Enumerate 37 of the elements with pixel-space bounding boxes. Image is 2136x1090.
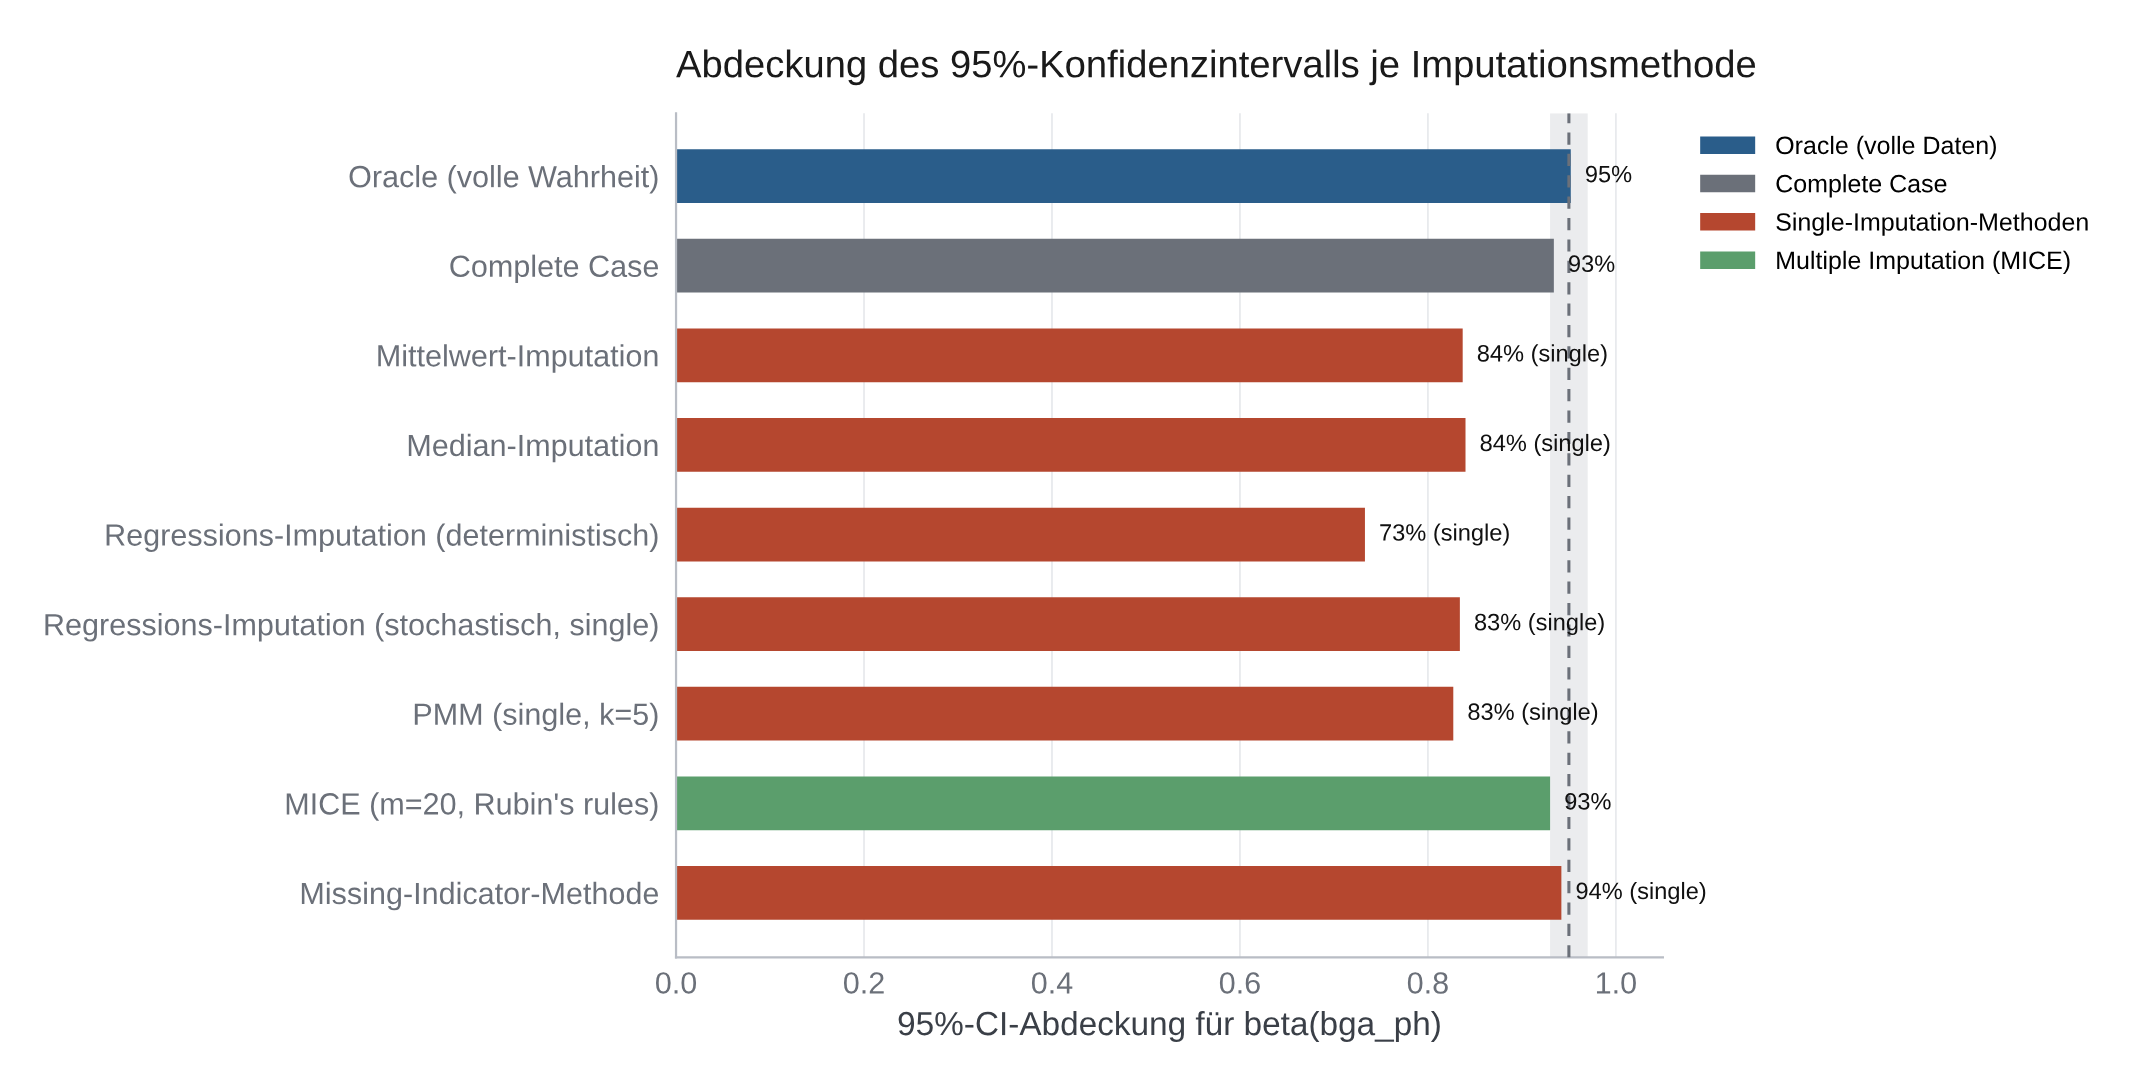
data-label: 94% (single) <box>1576 881 1706 904</box>
y-tick-label: Oracle (volle Wahrheit) <box>349 165 658 194</box>
y-tick-label: MICE (m=20, Rubin's rules) <box>286 792 658 821</box>
x-axis-title: 95%-CI-Abdeckung für beta(bga_ph) <box>898 1010 1440 1043</box>
x-tick-label: 0.2 <box>843 972 884 994</box>
legend-label: Complete Case <box>1776 174 1947 198</box>
bar <box>676 418 1466 472</box>
chart-title: Abdeckung des 95%-Konfidenzintervalls je Imputationsmethode <box>676 49 1756 86</box>
legend-label: Multiple Imputation (MICE) <box>1777 250 2070 275</box>
data-label: 84% (single) <box>1477 344 1607 367</box>
x-tick-label: 0.8 <box>1407 972 1448 994</box>
y-tick-label: Missing-Indicator-Methode <box>301 881 659 911</box>
data-label: 95% <box>1585 165 1632 183</box>
data-label: 84% (single) <box>1480 433 1610 456</box>
data-label: 93% <box>1569 255 1615 273</box>
x-tick-label: 0.4 <box>1031 972 1073 994</box>
y-tick-label: PMM (single, k=5) <box>414 702 658 732</box>
bar <box>676 686 1454 741</box>
data-label: 83% (single) <box>1474 613 1604 636</box>
bar <box>676 776 1551 831</box>
y-tick-label: Median-Imputation <box>408 433 658 463</box>
x-tick-label: 1.0 <box>1596 972 1636 994</box>
bar <box>676 149 1571 203</box>
bar <box>676 597 1460 651</box>
x-tick-label: 0.6 <box>1219 972 1260 994</box>
bar <box>676 866 1562 920</box>
data-label: 73% (single) <box>1380 523 1509 546</box>
bar <box>676 507 1365 562</box>
legend-label: Single-Imputation-Methoden <box>1776 212 2088 236</box>
y-tick-label: Mittelwert-Imputation <box>378 344 658 373</box>
y-tick-label: Regressions-Imputation (stochastisch, single) <box>45 613 658 642</box>
bar <box>676 238 1554 293</box>
x-tick-label: 0.0 <box>656 972 697 994</box>
legend-label: Oracle (volle Daten) <box>1776 135 1996 160</box>
y-tick-label: Complete Case <box>450 254 659 284</box>
y-tick-label: Regressions-Imputation (deterministisch) <box>106 523 658 552</box>
bar <box>676 328 1463 383</box>
